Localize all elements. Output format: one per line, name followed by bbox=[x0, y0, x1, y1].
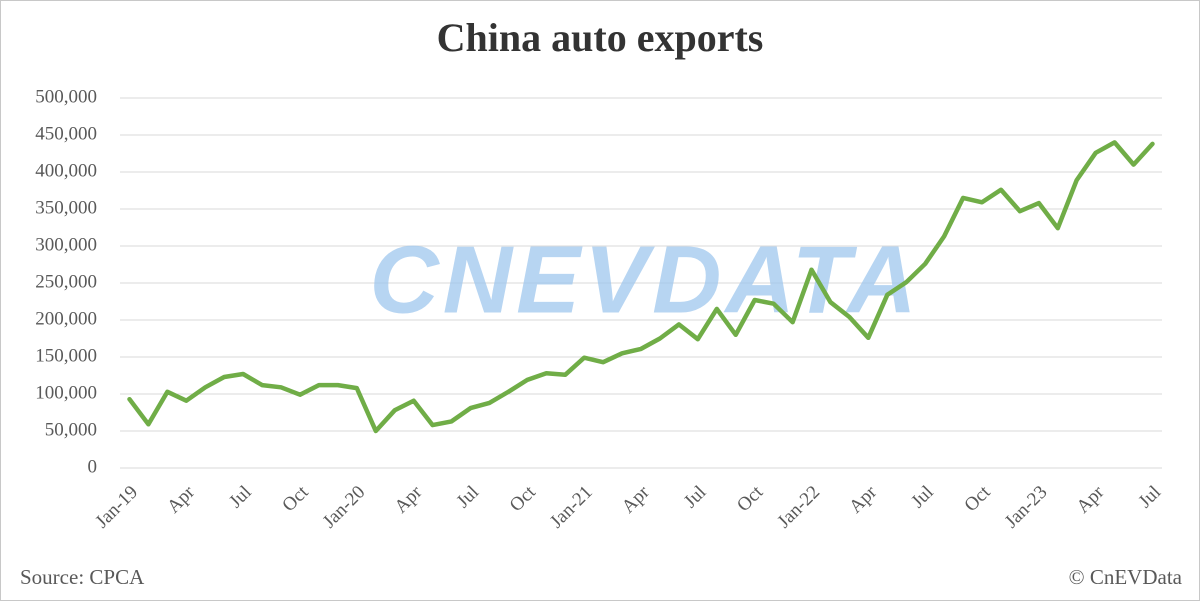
y-tick-label: 350,000 bbox=[35, 197, 97, 218]
data-line bbox=[127, 140, 1155, 434]
y-tick-label: 50,000 bbox=[45, 419, 97, 440]
y-tick-label: 400,000 bbox=[35, 160, 97, 181]
y-tick-label: 250,000 bbox=[35, 271, 97, 292]
y-tick-label: 450,000 bbox=[35, 123, 97, 144]
source-note: Source: CPCA bbox=[20, 565, 145, 589]
y-tick-label: 0 bbox=[88, 456, 98, 477]
y-tick-label: 500,000 bbox=[35, 86, 97, 107]
y-tick-label: 300,000 bbox=[35, 234, 97, 255]
chart-title: China auto exports bbox=[437, 15, 764, 60]
y-tick-label: 150,000 bbox=[35, 345, 97, 366]
y-tick-label: 100,000 bbox=[35, 382, 97, 403]
watermark: CNEVDATA bbox=[369, 226, 920, 333]
y-tick-label: 200,000 bbox=[35, 308, 97, 329]
credit-note: © CnEVData bbox=[1069, 565, 1183, 589]
